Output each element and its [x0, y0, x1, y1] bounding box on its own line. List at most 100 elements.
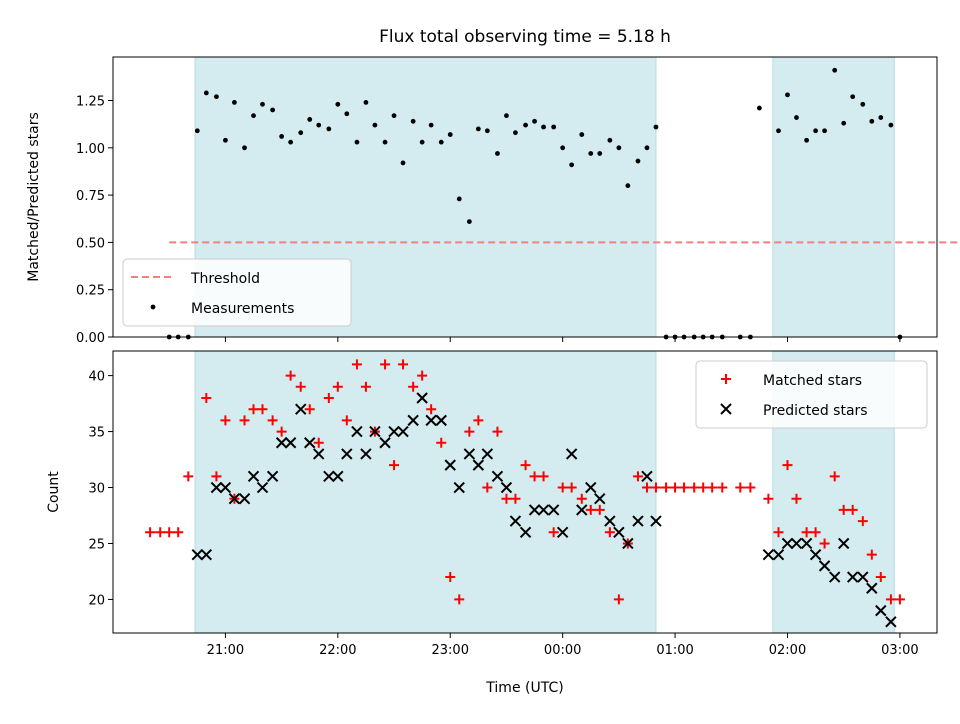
matched-star-point — [464, 426, 475, 437]
x-tick-label: 22:00 — [319, 643, 356, 658]
measurement-point — [438, 139, 444, 145]
matched-star-point — [866, 549, 877, 560]
predicted-star-point — [565, 448, 578, 460]
measurement-point — [400, 160, 406, 166]
predicted-star-point — [866, 582, 878, 594]
measurement-point — [597, 151, 603, 156]
matched-star-point — [782, 460, 793, 471]
top-shaded-region-2 — [772, 56, 895, 338]
matched-star-point — [492, 426, 503, 437]
legend-predicted-swatch — [720, 403, 732, 415]
predicted-star-point — [650, 515, 662, 527]
predicted-star-point — [576, 504, 588, 516]
measurement-point — [495, 151, 500, 156]
matched-star-point — [398, 359, 409, 370]
matched-star-point — [829, 471, 840, 482]
predicted-star-point — [425, 414, 437, 427]
predicted-star-point — [444, 459, 456, 471]
measurement-point — [466, 219, 472, 224]
measurement-point — [579, 132, 585, 137]
predicted-star-point — [313, 448, 325, 460]
predicted-star-point — [247, 470, 260, 483]
matched-star-point — [745, 482, 756, 493]
predicted-star-point — [491, 470, 504, 483]
matched-star-point — [510, 493, 521, 504]
predicted-star-point — [191, 548, 204, 561]
matched-star-point — [707, 482, 718, 493]
legend-threshold-label: Threshold — [190, 271, 260, 287]
measurement-point — [307, 117, 313, 122]
matched-star-point — [313, 437, 324, 448]
top-panel: 0.00 0.25 0.50 0.75 1.00 1.25 Flux total obser… — [26, 27, 960, 346]
measurement-point — [616, 145, 622, 151]
matched-star-point — [220, 415, 231, 426]
predicted-star-point — [323, 470, 335, 483]
matched-star-point — [520, 460, 531, 471]
measurement-point — [270, 107, 276, 113]
matched-star-point — [295, 381, 306, 392]
x-tick-label: 01:00 — [656, 643, 693, 658]
measurement-point — [607, 137, 613, 143]
matched-star-point — [594, 504, 605, 515]
matched-star-point — [679, 482, 690, 493]
matched-star-point — [847, 504, 858, 515]
predicted-star-point — [228, 493, 241, 505]
measurement-point — [242, 145, 247, 151]
predicted-star-point — [585, 481, 597, 494]
measurement-point — [813, 128, 818, 134]
measurement-point — [850, 94, 856, 100]
matched-star-point — [604, 527, 615, 538]
predicted-star-point — [500, 481, 513, 494]
measurement-point — [523, 122, 528, 128]
x-tick-label: 03:00 — [881, 643, 918, 658]
bottom-legend-box — [695, 360, 928, 429]
predicted-star-point — [200, 548, 213, 561]
measurement-point — [804, 137, 809, 143]
predicted-star-point — [379, 437, 391, 449]
legend-measurements-label: Measurements — [191, 301, 294, 317]
y-tick-label: 35 — [88, 426, 105, 441]
predicted-star-point — [641, 470, 653, 483]
matched-star-point — [650, 482, 661, 493]
predicted-star-point — [304, 437, 316, 449]
measurement-point — [298, 130, 304, 136]
matched-star-point — [276, 426, 287, 437]
matched-star-point — [763, 493, 774, 504]
measurement-point — [569, 162, 575, 168]
y-tick-label: 20 — [88, 593, 105, 608]
measurement-point — [532, 118, 537, 124]
measurement-point — [484, 128, 490, 134]
measurement-point — [194, 128, 200, 134]
measurement-point — [635, 158, 641, 164]
measurement-point — [832, 67, 838, 73]
matched-star-point — [801, 527, 812, 538]
matched-star-point — [576, 493, 587, 504]
matched-star-point — [557, 482, 568, 493]
matched-star-point — [548, 527, 559, 538]
predicted-star-point — [800, 537, 813, 550]
matched-star-point — [613, 594, 624, 605]
predicted-star-point — [453, 481, 465, 494]
matched-star-point — [689, 482, 700, 493]
measurement-point — [288, 139, 294, 145]
matched-star-point — [585, 504, 596, 515]
measurement-point — [860, 101, 866, 107]
measurement-point — [560, 145, 566, 151]
y-tick-label: 0.50 — [76, 236, 105, 251]
measurement-point — [888, 122, 894, 128]
matched-star-point — [482, 482, 493, 493]
measurement-point — [260, 101, 265, 107]
y-tick-label: 30 — [88, 482, 105, 497]
measurement-point — [588, 151, 594, 156]
predicted-star-point — [509, 515, 522, 527]
measurement-point — [363, 100, 369, 105]
measurement-point — [279, 134, 285, 139]
matched-star-point — [145, 527, 156, 538]
measurement-point — [382, 139, 388, 145]
chart-title: Flux total observing time = 5.18 h — [379, 27, 671, 47]
matched-star-point — [201, 393, 212, 403]
y-tick-label: 40 — [88, 370, 105, 385]
matched-star-point — [332, 381, 343, 392]
matched-star-point — [426, 404, 437, 415]
